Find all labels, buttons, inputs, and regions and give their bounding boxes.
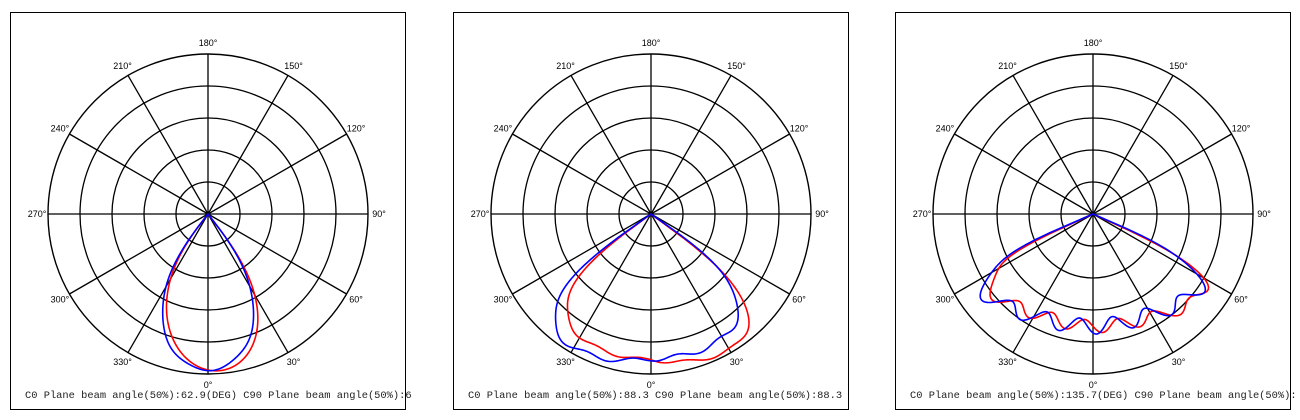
polar-spoke-150 <box>207 75 289 215</box>
polar-spoke-300 <box>954 213 1094 295</box>
distribution-curve-1 <box>989 213 1210 334</box>
polar-plot-1: 0° 30° 60° 90° 120° 150° 180° 210° 240° 270° 300° 3… <box>28 38 387 390</box>
angle-tick-label: 300° <box>936 295 955 305</box>
polar-spoke-120 <box>1092 133 1232 215</box>
angle-tick-label: 270° <box>471 209 490 219</box>
angle-tick-label: 330° <box>998 357 1017 367</box>
angle-tick-label: 330° <box>113 357 132 367</box>
angle-tick-label: 150° <box>1169 61 1188 71</box>
angle-tick-label: 30° <box>1172 357 1186 367</box>
distribution-curve-2 <box>554 213 740 363</box>
distribution-curve-2 <box>161 213 255 372</box>
angle-tick-label: 210° <box>998 61 1017 71</box>
polar-chart-3: 0° 30° 60° 90° 120° 150° 180° 210° 240° 270° 300° 3… <box>895 12 1297 410</box>
distribution-curve-1 <box>566 213 750 364</box>
polar-spoke-150 <box>1092 75 1174 215</box>
polar-spoke-60 <box>207 213 347 295</box>
polar-spoke-210 <box>570 75 652 215</box>
polar-spoke-210 <box>127 75 209 215</box>
angle-tick-label: 180° <box>1084 38 1103 48</box>
distribution-curve-2 <box>979 213 1207 335</box>
angle-tick-label: 120° <box>1232 124 1251 134</box>
beam-angle-caption-2: C0 Plane beam angle(50%):88.3 C90 Plane … <box>468 390 843 402</box>
polar-spoke-330 <box>127 213 209 353</box>
polar-spoke-330 <box>570 213 652 353</box>
angle-tick-label: 30° <box>287 357 301 367</box>
polar-spoke-240 <box>954 133 1094 215</box>
angle-tick-label: 0° <box>647 380 656 390</box>
angle-tick-label: 240° <box>51 124 70 134</box>
polar-spoke-300 <box>69 213 209 295</box>
polar-chart-2: 0° 30° 60° 90° 120° 150° 180° 210° 240° 270° 300° 3… <box>453 12 849 410</box>
polar-spoke-300 <box>512 213 652 295</box>
angle-tick-label: 180° <box>642 38 661 48</box>
angle-tick-label: 150° <box>727 61 746 71</box>
angle-tick-label: 90° <box>372 209 386 219</box>
angle-tick-label: 210° <box>556 61 575 71</box>
angle-tick-label: 240° <box>494 124 513 134</box>
angle-tick-label: 240° <box>936 124 955 134</box>
polar-spoke-30 <box>1092 213 1174 353</box>
angle-tick-label: 330° <box>556 357 575 367</box>
polar-spoke-30 <box>650 213 732 353</box>
polar-spoke-240 <box>69 133 209 215</box>
angle-tick-label: 0° <box>1089 380 1098 390</box>
polar-plot-2: 0° 30° 60° 90° 120° 150° 180° 210° 240° 270° 300° 3… <box>471 38 830 390</box>
angle-tick-label: 300° <box>494 295 513 305</box>
angle-tick-label: 60° <box>349 295 363 305</box>
angle-tick-label: 120° <box>347 124 366 134</box>
angle-tick-label: 60° <box>1234 295 1248 305</box>
polar-spoke-120 <box>650 133 790 215</box>
beam-angle-caption-1: C0 Plane beam angle(50%):62.9(DEG) C90 P… <box>25 390 412 402</box>
polar-spoke-240 <box>512 133 652 215</box>
angle-tick-label: 270° <box>28 209 47 219</box>
polar-spoke-120 <box>207 133 347 215</box>
angle-tick-label: 60° <box>792 295 806 305</box>
polar-spoke-150 <box>650 75 732 215</box>
angle-tick-label: 180° <box>199 38 218 48</box>
angle-tick-label: 210° <box>113 61 132 71</box>
angle-tick-label: 90° <box>1257 209 1271 219</box>
polar-spoke-60 <box>1092 213 1232 295</box>
angle-tick-label: 300° <box>51 295 70 305</box>
angle-tick-label: 150° <box>284 61 303 71</box>
polar-plot-3: 0° 30° 60° 90° 120° 150° 180° 210° 240° 270° 300° 3… <box>913 38 1272 390</box>
angle-tick-label: 30° <box>730 357 744 367</box>
angle-tick-label: 0° <box>204 380 213 390</box>
polar-chart-1: 0° 30° 60° 90° 120° 150° 180° 210° 240° 270° 300° 3… <box>10 12 412 410</box>
polar-spoke-210 <box>1012 75 1094 215</box>
polar-spoke-60 <box>650 213 790 295</box>
polar-spoke-30 <box>207 213 289 353</box>
beam-angle-caption-3: C0 Plane beam angle(50%):135.7(DEG) C90 … <box>910 390 1297 402</box>
angle-tick-label: 120° <box>790 124 809 134</box>
angle-tick-label: 270° <box>913 209 932 219</box>
angle-tick-label: 90° <box>815 209 829 219</box>
polar-spoke-330 <box>1012 213 1094 353</box>
